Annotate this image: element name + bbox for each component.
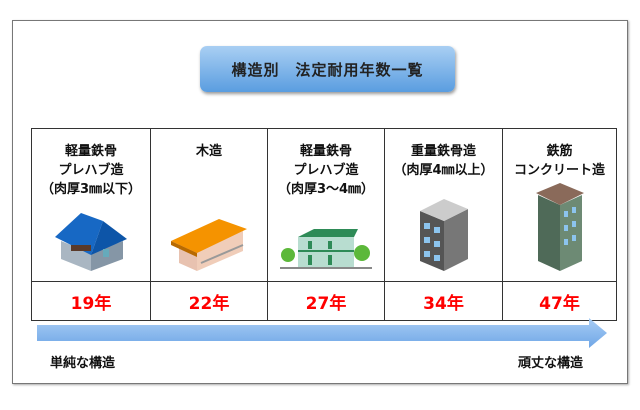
wooden-apartment-icon [171, 219, 247, 271]
col-label-line: 軽量鉄骨 [299, 144, 352, 159]
arrow-right-label: 頑丈な構造 [518, 356, 584, 371]
prefab-apartment-icon [280, 229, 372, 269]
diagram-title: 構造別 法定耐用年数一覧 [200, 46, 455, 92]
col-label-line: （肉厚3㎜以下） [40, 182, 142, 197]
col-label-line: 重量鉄骨造 [410, 144, 476, 159]
progression-arrow [37, 318, 607, 348]
column-reinforced-concrete: 鉄筋 コンクリート造 [502, 128, 617, 282]
col-label-line: 木造 [195, 144, 222, 159]
years-cell: 47年 [502, 281, 617, 321]
years-cell: 19年 [31, 281, 151, 321]
years-cell: 27年 [267, 281, 385, 321]
blue-roof-house-icon [55, 213, 127, 271]
column-light-steel-mid: 軽量鉄骨プレハブ造 （肉厚3～4㎜） [267, 128, 385, 282]
col-label-line: プレハブ造 [58, 163, 124, 178]
years-cell: 22年 [150, 281, 268, 321]
steel-building-icon [419, 199, 468, 271]
concrete-tower-icon [535, 183, 584, 271]
diagram-frame [12, 20, 628, 384]
col-label-line: コンクリート造 [513, 163, 605, 178]
years-cell: 34年 [384, 281, 503, 321]
useful-life-table: 軽量鉄骨プレハブ造 （肉厚3㎜以下） 木造 軽量鉄骨プレハブ造 （肉厚3～4㎜） 重… [31, 128, 617, 321]
col-label-line: （肉厚3～4㎜） [277, 182, 375, 197]
col-label-line: 鉄筋 [546, 144, 573, 159]
arrow-left-label: 単純な構造 [50, 356, 116, 371]
column-wood: 木造 [150, 128, 268, 282]
col-label-line: プレハブ造 [293, 163, 359, 178]
column-heavy-steel: 重量鉄骨造 （肉厚4㎜以上） [384, 128, 503, 282]
col-label-line: （肉厚4㎜以上） [393, 163, 494, 178]
column-light-steel-thin: 軽量鉄骨プレハブ造 （肉厚3㎜以下） [31, 128, 151, 282]
col-label-line: 軽量鉄骨 [64, 144, 117, 159]
